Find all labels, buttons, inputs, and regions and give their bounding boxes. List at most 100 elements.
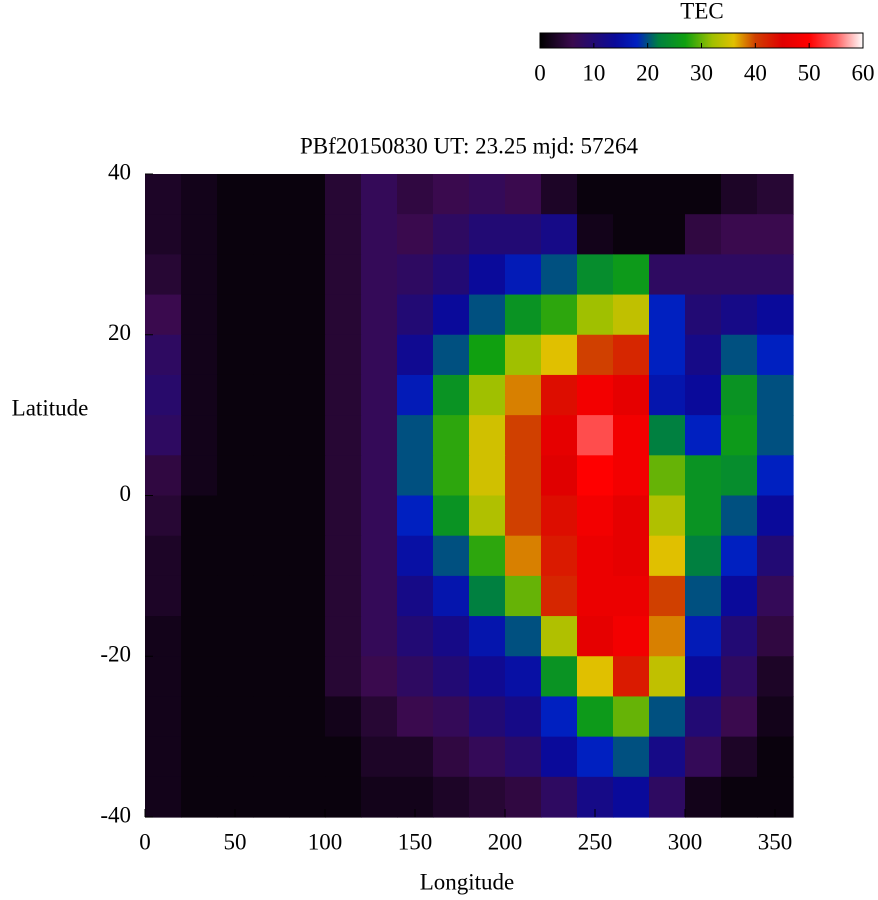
heatmap-cell <box>577 374 614 416</box>
heatmap-cell <box>685 696 722 738</box>
heatmap-cell <box>253 374 290 416</box>
heatmap-cell <box>433 495 470 537</box>
heatmap-cell <box>541 174 578 215</box>
heatmap-cell <box>613 174 650 215</box>
colorbar-tick-label: 30 <box>690 60 713 85</box>
heatmap-cell <box>505 495 542 537</box>
heatmap-cell <box>757 455 794 497</box>
heatmap-cell <box>577 575 614 617</box>
heatmap-cell <box>649 174 686 215</box>
heatmap-cell <box>325 656 362 698</box>
heatmap-cell <box>721 254 758 296</box>
heatmap-cell <box>325 334 362 376</box>
heatmap-cell <box>145 616 182 657</box>
heatmap-cell <box>181 415 218 456</box>
heatmap-cell <box>685 495 722 537</box>
heatmap-cell <box>685 294 722 336</box>
heatmap-cell <box>361 616 398 657</box>
heatmap-cell <box>613 575 650 617</box>
heatmap-cell <box>613 656 650 698</box>
heatmap-cell <box>361 736 398 778</box>
heatmap-cell <box>217 374 254 416</box>
heatmap-cell <box>361 495 398 537</box>
heatmap-cell <box>217 575 254 617</box>
heatmap-cell <box>505 214 542 255</box>
heatmap-cell <box>433 736 470 778</box>
heatmap-cell <box>541 575 578 617</box>
heatmap-cell <box>649 374 686 416</box>
heatmap-cell <box>685 174 722 215</box>
heatmap-cell <box>685 374 722 416</box>
heatmap-cell <box>469 334 506 376</box>
heatmap-cell <box>469 214 506 255</box>
heatmap-cell <box>145 696 182 738</box>
heatmap-cell <box>253 495 290 537</box>
heatmap-cell <box>541 374 578 416</box>
y-tick-label: 0 <box>120 481 132 506</box>
heatmap-cell <box>145 776 182 818</box>
heatmap-cell <box>397 455 434 497</box>
heatmap-cell <box>433 415 470 456</box>
heatmap-cell <box>613 696 650 738</box>
heatmap-cell <box>181 575 218 617</box>
heatmap-cell <box>217 254 254 296</box>
heatmap-cell <box>721 776 758 818</box>
heatmap-cell <box>253 776 290 818</box>
heatmap-cell <box>433 696 470 738</box>
heatmap-cell <box>289 616 326 657</box>
heatmap-cell <box>613 535 650 577</box>
heatmap-cell <box>469 174 506 215</box>
heatmap-cell <box>469 495 506 537</box>
heatmap-cell <box>397 656 434 698</box>
heatmap-cell <box>253 254 290 296</box>
heatmap-cell <box>289 575 326 617</box>
heatmap-cell <box>613 776 650 818</box>
heatmap-cell <box>325 736 362 778</box>
heatmap-cell <box>289 656 326 698</box>
heatmap-cell <box>649 535 686 577</box>
heatmap-cell <box>685 575 722 617</box>
heatmap-cell <box>289 776 326 818</box>
colorbar-tick-label: 40 <box>744 60 767 85</box>
heatmap-cell <box>253 455 290 497</box>
heatmap-cell <box>469 656 506 698</box>
heatmap-cell <box>361 455 398 497</box>
heatmap-cell <box>685 214 722 255</box>
heatmap-cell <box>613 214 650 255</box>
heatmap-cell <box>433 656 470 698</box>
heatmap-cell <box>757 736 794 778</box>
heatmap-cell <box>397 495 434 537</box>
heatmap-cell <box>505 334 542 376</box>
heatmap-cell <box>541 334 578 376</box>
heatmap-cell <box>397 696 434 738</box>
heatmap-cell <box>721 455 758 497</box>
heatmap-cell <box>721 334 758 376</box>
heatmap-cell <box>613 374 650 416</box>
heatmap-cell <box>541 415 578 456</box>
heatmap-cell <box>577 535 614 577</box>
heatmap-cell <box>433 174 470 215</box>
heatmap-cell <box>685 616 722 657</box>
heatmap-cell <box>361 535 398 577</box>
heatmap-cell <box>325 495 362 537</box>
heatmap-cell <box>289 254 326 296</box>
heatmap-cell <box>613 736 650 778</box>
heatmap-cell <box>433 214 470 255</box>
heatmap-cell <box>145 415 182 456</box>
heatmap-cell <box>541 736 578 778</box>
heatmap-cell <box>469 575 506 617</box>
heatmap-cell <box>361 415 398 456</box>
heatmap-cell <box>397 415 434 456</box>
heatmap-cell <box>289 415 326 456</box>
heatmap-cell <box>721 294 758 336</box>
heatmap-cell <box>757 616 794 657</box>
heatmap-cell <box>325 616 362 657</box>
heatmap-cell <box>469 254 506 296</box>
heatmap-cell <box>721 535 758 577</box>
heatmap-cell <box>217 696 254 738</box>
heatmap-cell <box>397 736 434 778</box>
heatmap-cell <box>649 736 686 778</box>
heatmap-cell <box>757 174 794 215</box>
heatmap-cell <box>649 334 686 376</box>
heatmap-cell <box>721 415 758 456</box>
